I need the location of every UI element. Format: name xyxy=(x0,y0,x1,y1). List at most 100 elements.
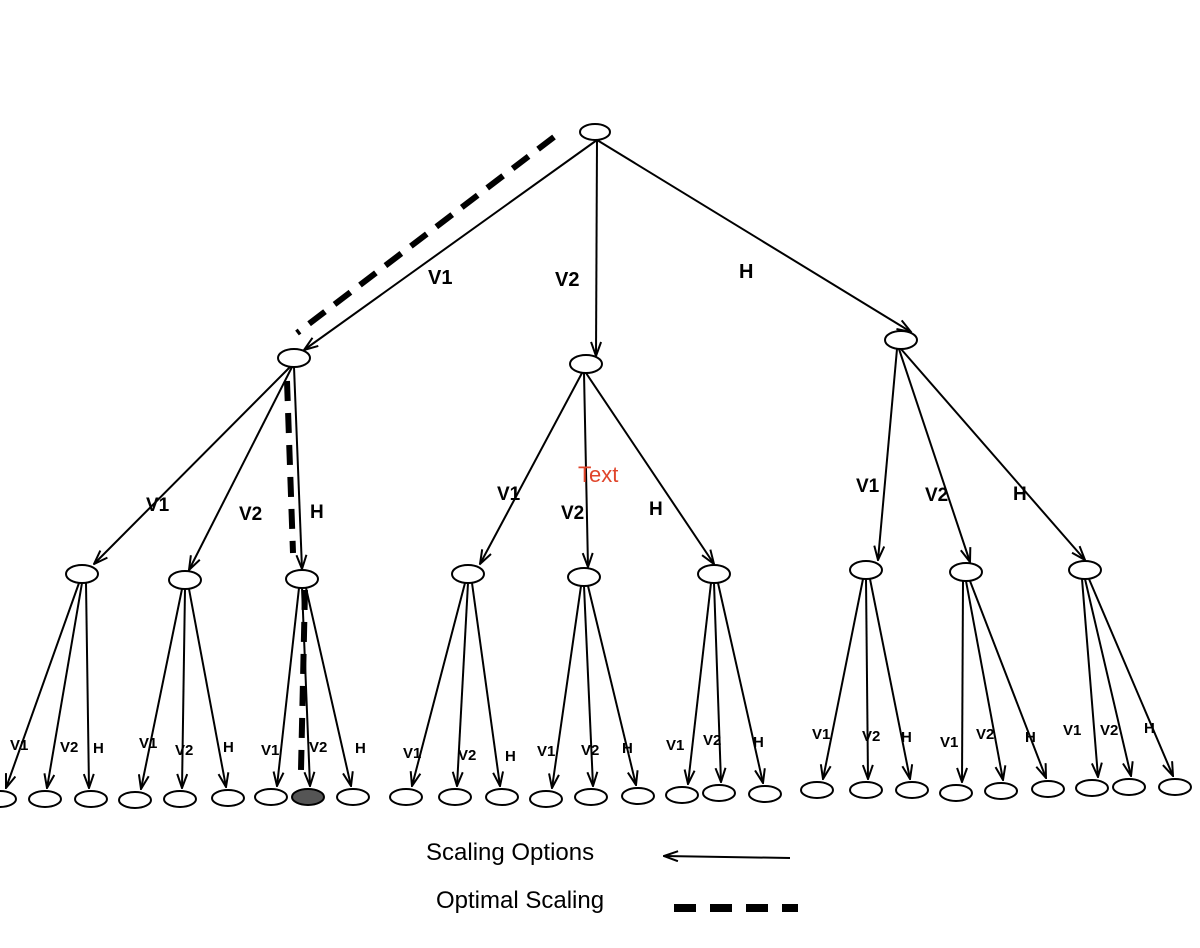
leaf-node-h-h-v2 xyxy=(1112,778,1146,796)
leaf-node-v1-v2-v1 xyxy=(118,791,152,809)
leaf-node-v1-h-v2 xyxy=(291,788,325,806)
level1-node-h xyxy=(884,330,918,350)
leaf-node-v1-v2-v2 xyxy=(163,790,197,808)
level1-node-v2 xyxy=(569,354,603,374)
edge-label-l1-v1-v1: V1 xyxy=(146,495,170,516)
edge-l2-v1-v1-h xyxy=(86,582,89,788)
level2-node-v1-v1 xyxy=(65,564,99,584)
level2-node-v1-h xyxy=(285,569,319,589)
leaf-node-h-v1-v1 xyxy=(800,781,834,799)
edge-l2-v2-h-h xyxy=(717,582,763,783)
edge-label-l2-h-h-v1: V1 xyxy=(1063,722,1081,739)
leaf-node-v1-v1-v1 xyxy=(0,790,17,808)
edge-label-l2-h-v2-h: H xyxy=(1025,729,1036,746)
edge-l2-v2-v1-h xyxy=(471,582,500,786)
edge-label-l2-v2-h-v2: V2 xyxy=(703,732,721,749)
leaf-node-h-v2-h xyxy=(1031,780,1065,798)
node-layer xyxy=(0,123,1192,809)
edge-l2-v2-v1-v1 xyxy=(412,582,466,786)
edge-label-layer: V1 V2 H V1 V2 H V1 V2 H V1 V2 H V1 V2 H V1 V2 H V1 V2 H V1 V2 H… xyxy=(10,261,1155,765)
leaf-node-v1-h-v1 xyxy=(254,788,288,806)
leaf-node-v2-h-v1 xyxy=(665,786,699,804)
edge-label-l2-v1-h-v2: V2 xyxy=(309,739,327,756)
edge-label-l2-v1-v2-h: H xyxy=(223,739,234,756)
edge-label-l2-v1-v1-v1: V1 xyxy=(10,737,28,754)
edge-label-l1-v2-v1: V1 xyxy=(497,484,521,505)
level2-node-v2-v2 xyxy=(567,567,601,587)
edge-label-l2-v1-v1-v2: V2 xyxy=(60,739,78,756)
edge-label-l2-h-v2-v2: V2 xyxy=(976,726,994,743)
edge-l2-v1-v1-v2 xyxy=(47,582,83,788)
level2-node-v1-v2 xyxy=(168,570,202,590)
edge-label-l1-v1-v2: V2 xyxy=(239,504,262,525)
level2-node-h-h xyxy=(1068,560,1102,580)
edge-label-l2-v1-v1-h: H xyxy=(93,740,104,757)
edge-l2-h-v1-v2 xyxy=(866,578,868,779)
legend: Scaling Options Optimal Scaling xyxy=(426,839,798,914)
edge-label-l1-h-h: H xyxy=(1013,484,1027,505)
edge-label-l2-h-h-h: H xyxy=(1144,720,1155,737)
edge-l2-h-h-v2 xyxy=(1084,578,1131,776)
edge-label-l1-h-v1: V1 xyxy=(856,476,880,497)
edge-l2-v1-h-h xyxy=(305,587,351,786)
optimal-path-segment-1 xyxy=(295,134,556,336)
edge-label-l2-v1-h-v1: V1 xyxy=(261,742,279,759)
edge-label-l2-v1-v2-v1: V1 xyxy=(139,735,157,752)
level2-node-h-v1 xyxy=(849,560,883,580)
edge-label-root-v1: V1 xyxy=(428,267,452,289)
optimal-path-layer xyxy=(284,134,556,771)
edge-label-l2-v2-v2-h: H xyxy=(622,740,633,757)
legend-optimal-scaling-label: Optimal Scaling xyxy=(436,887,604,914)
edge-l1-h-v1 xyxy=(878,348,898,560)
leaf-node-v1-h-h xyxy=(336,788,370,806)
edge-l1-v1-v2 xyxy=(189,366,293,570)
leaf-node-h-v1-h xyxy=(895,781,929,799)
leaf-node-h-v2-v1 xyxy=(939,784,973,802)
edge-l2-h-v2-v1 xyxy=(962,580,963,782)
edge-layer xyxy=(6,139,1173,789)
edge-l2-v2-h-v2 xyxy=(713,582,721,782)
edge-l2-h-v1-v1 xyxy=(823,578,864,779)
edge-l2-v1-h-v2 xyxy=(301,587,310,786)
leaf-node-v2-v1-v2 xyxy=(438,788,472,806)
leaf-node-v1-v1-h xyxy=(74,790,108,808)
leaf-node-h-h-h xyxy=(1158,778,1192,796)
arrow-icon xyxy=(664,856,791,858)
edge-root-v2 xyxy=(596,139,597,356)
edge-l2-h-v2-v2 xyxy=(965,580,1003,780)
edge-label-l2-v2-v1-v1: V1 xyxy=(403,745,421,762)
level1-node-v1 xyxy=(277,348,311,368)
level2-node-v2-v1 xyxy=(451,564,485,584)
edge-l2-v2-v2-v1 xyxy=(552,585,582,788)
edge-label-l1-v2-h: H xyxy=(649,499,663,520)
edge-l2-v1-v1-v1 xyxy=(6,582,80,788)
edge-root-v1 xyxy=(304,139,598,350)
level2-node-h-v2 xyxy=(949,562,983,582)
edge-label-l2-v1-h-h: H xyxy=(355,740,366,757)
edge-label-l2-v1-v2-v2: V2 xyxy=(175,742,193,759)
edge-label-l2-h-v2-v1: V1 xyxy=(940,734,958,751)
leaf-node-v2-v2-h xyxy=(621,787,655,805)
leaf-node-v2-v1-v1 xyxy=(389,788,423,806)
edge-l1-v2-v2 xyxy=(584,372,588,567)
edge-label-root-h: H xyxy=(739,261,753,283)
leaf-node-h-v2-v2 xyxy=(984,782,1018,800)
edge-label-l2-h-v1-v1: V1 xyxy=(812,726,830,743)
optimal-path-segment-2 xyxy=(284,380,296,554)
edge-l1-v2-v1 xyxy=(480,372,583,564)
edge-label-l1-h-v2: V2 xyxy=(925,485,948,506)
leaf-node-h-h-v1 xyxy=(1075,779,1109,797)
leaf-node-v2-h-v2 xyxy=(702,784,736,802)
edge-label-l1-v1-h: H xyxy=(310,502,324,523)
edge-l2-v2-v1-v2 xyxy=(457,582,469,786)
legend-scaling-options-label: Scaling Options xyxy=(426,839,594,866)
edge-l1-h-v2 xyxy=(898,348,970,562)
edge-l2-v1-v2-v2 xyxy=(182,588,185,788)
leaf-node-v1-v1-v2 xyxy=(28,790,62,808)
edge-label-l2-v2-v1-v2: V2 xyxy=(458,747,476,764)
edge-l1-v1-v1 xyxy=(94,366,291,564)
level2-node-v2-h xyxy=(697,564,731,584)
leaf-node-v2-v1-h xyxy=(485,788,519,806)
edge-l2-v1-h-v1 xyxy=(277,587,300,786)
